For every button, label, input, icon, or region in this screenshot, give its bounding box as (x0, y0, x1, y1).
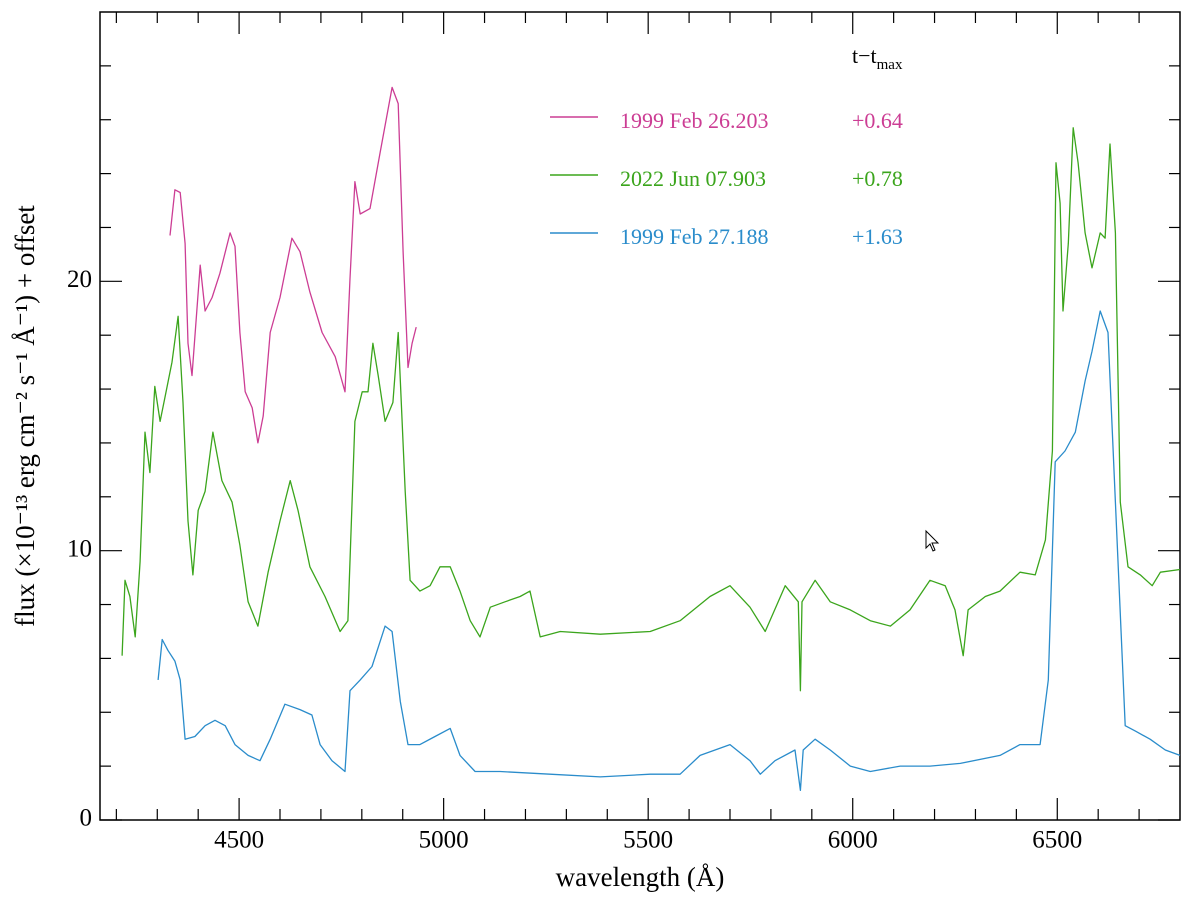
x-tick-label: 4500 (214, 827, 264, 854)
x-tick-label: 6500 (1032, 827, 1082, 854)
x-axis-label: wavelength (Å) (556, 862, 725, 892)
legend-phase: +0.64 (852, 108, 903, 133)
y-axis-label: flux (×10⁻¹³ erg cm⁻² s⁻¹ Å⁻¹) + offset (10, 205, 40, 627)
legend-phase: +1.63 (852, 224, 903, 249)
spectrum-line (169, 86, 417, 444)
legend-label: 1999 Feb 27.188 (620, 224, 769, 249)
legend-title-main: t−t (852, 43, 877, 68)
y-tick-label: 10 (67, 535, 92, 562)
legend-label: 2022 Jun 07.903 (620, 166, 766, 191)
legend-title-sub: max (877, 57, 903, 73)
spectrum-line (157, 310, 1181, 792)
x-tick-label: 5500 (623, 827, 673, 854)
y-tick-label: 20 (67, 266, 92, 293)
legend-label: 1999 Feb 26.203 (620, 108, 769, 133)
mouse-cursor (925, 529, 940, 552)
y-tick-label: 0 (80, 805, 93, 832)
spectrum-line (121, 127, 1181, 692)
x-tick-label: 6000 (828, 827, 878, 854)
legend-phase: +0.78 (852, 166, 903, 191)
plot-frame (99, 11, 1181, 821)
legend-title: t−tmax (852, 43, 903, 73)
x-tick-label: 5000 (419, 827, 469, 854)
